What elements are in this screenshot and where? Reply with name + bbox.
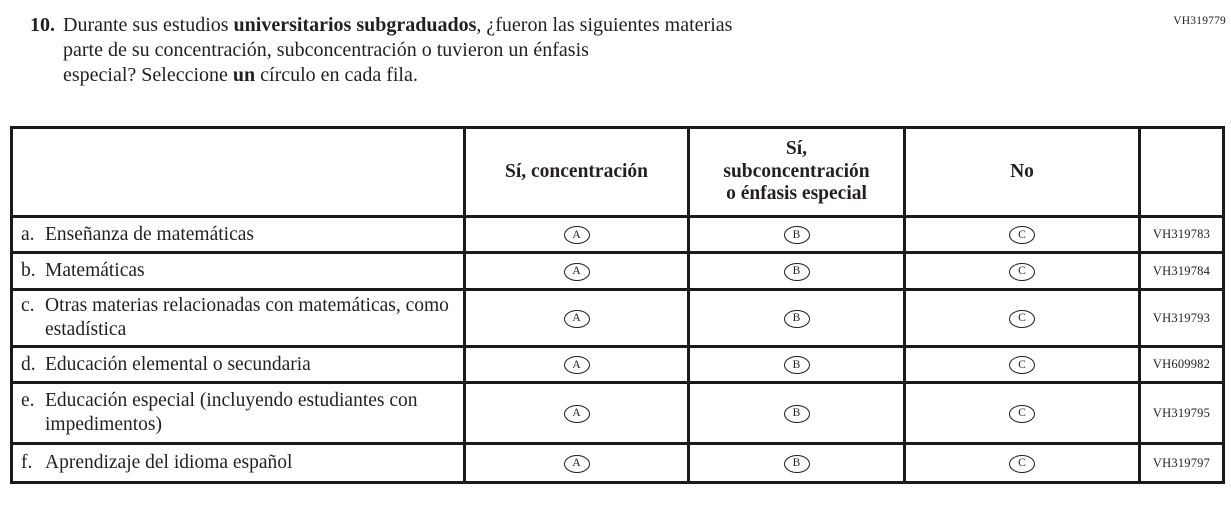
response-matrix: Sí, concentración Sí, subconcentración o… bbox=[10, 126, 1225, 484]
option-bubble-a[interactable]: A bbox=[563, 262, 590, 281]
table-row: e. Educación especial (incluyendo estudia… bbox=[10, 381, 1225, 445]
row-code: VH319784 bbox=[1138, 251, 1225, 291]
option-bubble-c[interactable]: C bbox=[1009, 404, 1035, 423]
option-bubble-b[interactable]: B bbox=[783, 356, 810, 375]
header-stub-empty bbox=[10, 126, 466, 218]
option-bubble-a[interactable]: A bbox=[563, 454, 590, 473]
row-letter: a. bbox=[21, 223, 35, 245]
option-bubble-b[interactable]: B bbox=[783, 262, 810, 281]
row-code: VH319795 bbox=[1138, 381, 1225, 445]
row-letter: c. bbox=[21, 295, 35, 316]
option-bubble-b[interactable]: B bbox=[783, 226, 810, 245]
option-bubble-c[interactable]: C bbox=[1009, 226, 1035, 245]
row-label: Otras materias relacionadas con matemáti… bbox=[45, 295, 449, 340]
option-bubble-c[interactable]: C bbox=[1009, 309, 1035, 328]
question-text: Durante sus estudios universitarios subg… bbox=[63, 13, 732, 88]
table-row: a. Enseñanza de matemáticas A B C VH31978… bbox=[10, 215, 1225, 254]
option-bubble-c[interactable]: C bbox=[1009, 454, 1035, 473]
header-code-empty bbox=[1138, 126, 1225, 218]
option-bubble-b[interactable]: B bbox=[783, 309, 810, 328]
option-bubble-a[interactable]: A bbox=[563, 356, 590, 375]
question-line-1: Durante sus estudios universitarios subg… bbox=[63, 14, 733, 36]
table-row: f. Aprendizaje del idioma español A B C V… bbox=[10, 442, 1225, 484]
table-row: c. Otras materias relacionadas con matemá… bbox=[10, 288, 1225, 348]
header-si-concentracion: Sí, concentración bbox=[463, 126, 690, 218]
page-accession-code: VH319779 bbox=[1173, 15, 1226, 27]
question-block: 10. Durante sus estudios universitarios … bbox=[30, 13, 1231, 88]
row-letter: b. bbox=[21, 260, 36, 281]
header-no: No bbox=[903, 126, 1141, 218]
question-number: 10. bbox=[30, 14, 55, 36]
row-label: Aprendizaje del idioma español bbox=[45, 452, 293, 473]
option-bubble-a[interactable]: A bbox=[563, 226, 590, 245]
row-code: VH319783 bbox=[1138, 215, 1225, 254]
header-si-subconcentracion: Sí, subconcentración o énfasis especial bbox=[687, 126, 906, 218]
option-bubble-c[interactable]: C bbox=[1009, 356, 1035, 375]
row-label: Enseñanza de matemáticas bbox=[45, 223, 254, 245]
row-label: Educación elemental o secundaria bbox=[45, 353, 311, 375]
row-code: VH609982 bbox=[1138, 345, 1225, 384]
row-label: Educación especial (incluyendo estudiant… bbox=[45, 390, 418, 435]
row-letter: d. bbox=[21, 353, 36, 375]
table-row: d. Educación elemental o secundaria A B C… bbox=[10, 345, 1225, 384]
row-letter: f. bbox=[21, 452, 33, 473]
row-letter: e. bbox=[21, 390, 35, 411]
row-label: Matemáticas bbox=[45, 260, 145, 281]
header-row: Sí, concentración Sí, subconcentración o… bbox=[10, 126, 1225, 218]
table-row: b. Matemáticas A B C VH319784 bbox=[10, 251, 1225, 291]
row-code: VH319793 bbox=[1138, 288, 1225, 348]
option-bubble-a[interactable]: A bbox=[563, 309, 590, 328]
option-bubble-b[interactable]: B bbox=[783, 404, 810, 423]
option-bubble-b[interactable]: B bbox=[783, 454, 810, 473]
question-line-3: especial? Seleccione un círculo en cada … bbox=[63, 64, 418, 86]
option-bubble-a[interactable]: A bbox=[563, 404, 590, 423]
question-line-2: parte de su concentración, subconcentrac… bbox=[63, 39, 589, 61]
option-bubble-c[interactable]: C bbox=[1009, 262, 1035, 281]
row-code: VH319797 bbox=[1138, 442, 1225, 484]
